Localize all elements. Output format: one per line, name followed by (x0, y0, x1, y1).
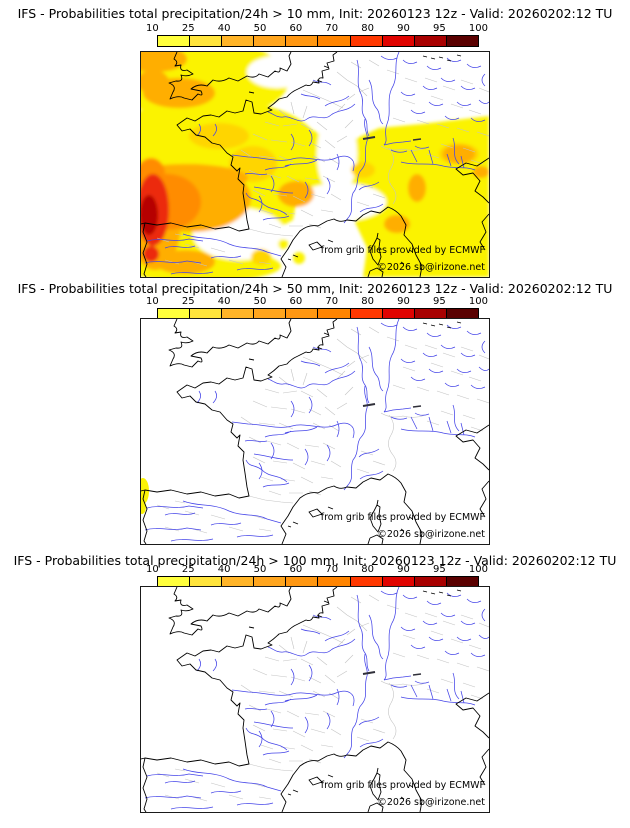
map-copyright-note: ©2026 sb@irizone.net (377, 797, 485, 808)
colorbar-cell (446, 36, 478, 46)
colorbar-cell (158, 577, 191, 587)
tick-label: 95 (433, 296, 446, 307)
tick-label: 90 (397, 23, 410, 34)
panel-precip-gt-10mm: IFS - Probabilities total precipitation/… (0, 0, 630, 278)
panel-title: IFS - Probabilities total precipitation/… (13, 553, 617, 568)
colorbar-cell (158, 36, 191, 46)
colorbar-cell (286, 577, 319, 587)
tick-label: 60 (289, 23, 303, 34)
colorbar-cell (190, 577, 223, 587)
map-precip-gt-10mm: from grib files provided by ECMWF ©2026 … (140, 51, 490, 278)
tick-label: 40 (217, 23, 231, 34)
colorbar-tick-labels: 10 25 40 50 60 70 80 90 95 100 (146, 564, 488, 576)
map-svg (141, 587, 489, 812)
map-copyright-note: ©2026 sb@irizone.net (377, 262, 485, 273)
colorbar-cell (318, 577, 351, 587)
tick-label: 25 (181, 296, 195, 307)
tick-label: 40 (217, 296, 231, 307)
colorbar-cell (350, 309, 383, 319)
colorbar-cell (414, 309, 447, 319)
colorbar-tick-labels: 10 25 40 50 60 70 80 90 95 100 (146, 296, 488, 308)
tick-label: 10 (146, 23, 159, 34)
colorbar-cell (254, 577, 287, 587)
colorbar-cell (446, 309, 478, 319)
tick-label: 100 (468, 296, 488, 307)
colorbar-cell (318, 309, 351, 319)
colorbar-scale (157, 35, 479, 47)
panel-title: IFS - Probabilities total precipitation/… (17, 6, 613, 21)
tick-label: 80 (361, 564, 374, 575)
probability-colorbar: 10 25 40 50 60 70 80 90 95 100 (146, 296, 488, 320)
tick-label: 25 (181, 564, 195, 575)
tick-label: 50 (253, 296, 267, 307)
tick-label: 80 (361, 23, 374, 34)
colorbar-cell (222, 577, 255, 587)
colorbar-cell (286, 309, 319, 319)
map-precip-gt-100mm: from grib files provided by ECMWF ©2026 … (140, 586, 490, 813)
probability-colorbar: 10 25 40 50 60 70 80 90 95 100 (146, 564, 488, 588)
tick-label: 80 (361, 296, 374, 307)
colorbar-cell (382, 36, 415, 46)
colorbar-cell (414, 36, 447, 46)
tick-label: 100 (468, 23, 488, 34)
map-precip-gt-50mm: from grib files provided by ECMWF ©2026 … (140, 318, 490, 545)
tick-label: 90 (397, 296, 410, 307)
colorbar-cell (254, 309, 287, 319)
tick-label: 95 (433, 564, 446, 575)
colorbar-tick-labels: 10 25 40 50 60 70 80 90 95 100 (146, 23, 488, 35)
map-svg (141, 319, 489, 544)
tick-label: 70 (325, 564, 339, 575)
map-provider-note: from grib files provided by ECMWF (320, 780, 485, 791)
tick-label: 25 (181, 23, 195, 34)
colorbar-cell (350, 577, 383, 587)
colorbar-cell (254, 36, 287, 46)
colorbar-cell (190, 36, 223, 46)
colorbar-cell (286, 36, 319, 46)
panel-precip-gt-50mm: IFS - Probabilities total precipitation/… (0, 276, 630, 552)
tick-label: 50 (253, 23, 267, 34)
panel-precip-gt-100mm: IFS - Probabilities total precipitation/… (0, 552, 630, 828)
tick-label: 100 (468, 564, 488, 575)
tick-label: 10 (146, 296, 159, 307)
colorbar-cell (446, 577, 478, 587)
colorbar-cell (222, 309, 255, 319)
colorbar-cell (382, 309, 415, 319)
tick-label: 60 (289, 296, 303, 307)
tick-label: 95 (433, 23, 446, 34)
tick-label: 70 (325, 296, 339, 307)
colorbar-cell (350, 36, 383, 46)
colorbar-cell (158, 309, 191, 319)
tick-label: 60 (289, 564, 303, 575)
tick-label: 50 (253, 564, 267, 575)
map-copyright-note: ©2026 sb@irizone.net (377, 529, 485, 540)
colorbar-cell (318, 36, 351, 46)
tick-label: 10 (146, 564, 159, 575)
tick-label: 40 (217, 564, 231, 575)
colorbar-cell (190, 309, 223, 319)
tick-label: 70 (325, 23, 339, 34)
colorbar-cell (414, 577, 447, 587)
colorbar-cell (382, 577, 415, 587)
probability-colorbar: 10 25 40 50 60 70 80 90 95 100 (146, 23, 488, 47)
colorbar-cell (222, 36, 255, 46)
map-provider-note: from grib files provided by ECMWF (320, 512, 485, 523)
tick-label: 90 (397, 564, 410, 575)
map-provider-note: from grib files provided by ECMWF (320, 245, 485, 256)
panel-title: IFS - Probabilities total precipitation/… (17, 281, 613, 296)
map-svg (141, 52, 489, 277)
